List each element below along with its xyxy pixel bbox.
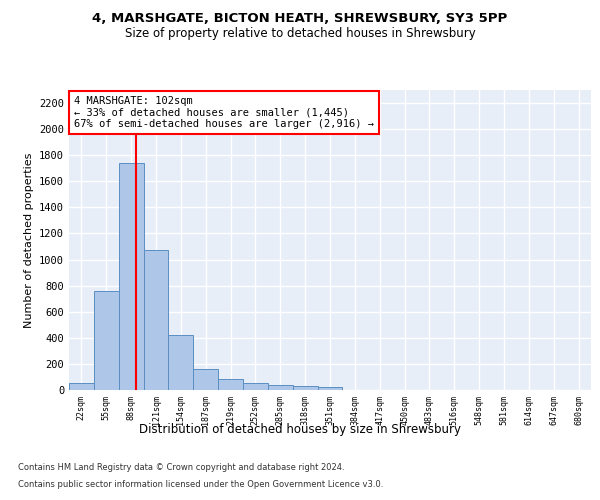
Text: 4, MARSHGATE, BICTON HEATH, SHREWSBURY, SY3 5PP: 4, MARSHGATE, BICTON HEATH, SHREWSBURY, … (92, 12, 508, 26)
Bar (94, 291, 119, 390)
Text: Distribution of detached houses by size in Shrewsbury: Distribution of detached houses by size … (139, 422, 461, 436)
Bar (293, 386, 317, 390)
Bar (243, 384, 268, 390)
Bar (268, 384, 293, 390)
Bar (193, 369, 218, 390)
Y-axis label: Number of detached properties: Number of detached properties (23, 152, 34, 328)
Bar (69, 383, 94, 390)
Text: Size of property relative to detached houses in Shrewsbury: Size of property relative to detached ho… (125, 28, 475, 40)
Bar (143, 250, 169, 390)
Bar (218, 379, 243, 390)
Text: 4 MARSHGATE: 102sqm
← 33% of detached houses are smaller (1,445)
67% of semi-det: 4 MARSHGATE: 102sqm ← 33% of detached ho… (74, 96, 374, 129)
Text: Contains public sector information licensed under the Open Government Licence v3: Contains public sector information licen… (18, 480, 383, 489)
Bar (119, 163, 143, 390)
Bar (317, 388, 343, 390)
Bar (169, 335, 193, 390)
Text: Contains HM Land Registry data © Crown copyright and database right 2024.: Contains HM Land Registry data © Crown c… (18, 462, 344, 471)
